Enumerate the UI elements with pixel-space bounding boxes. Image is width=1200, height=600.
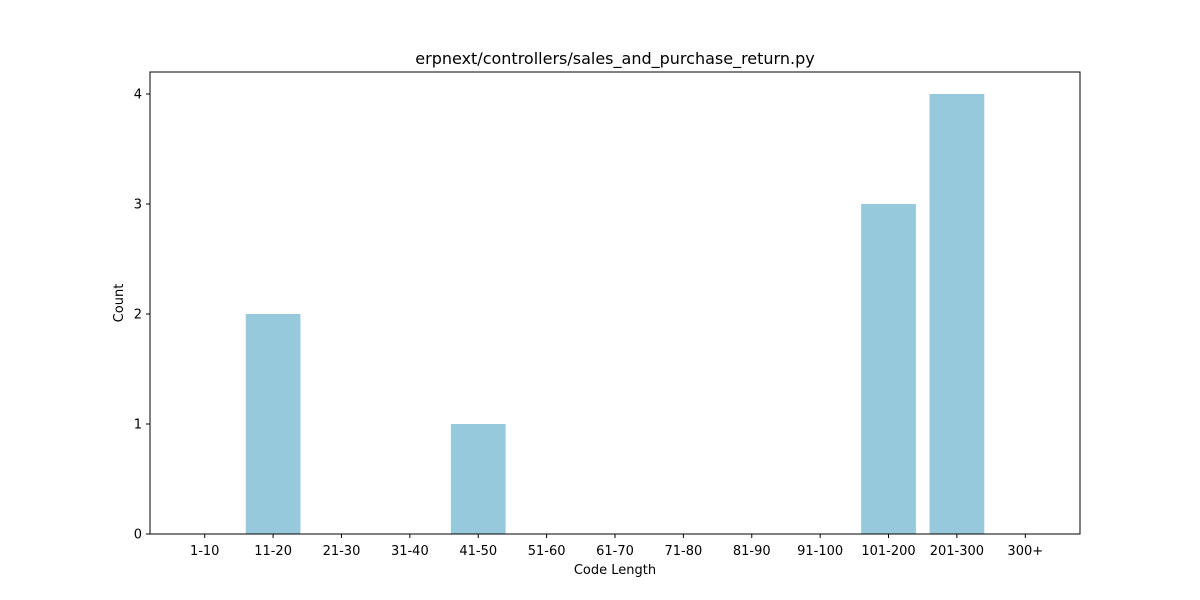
x-tick-label: 61-70 [596, 544, 634, 559]
x-tick-label: 300+ [1007, 544, 1043, 559]
x-tick-label: 41-50 [459, 544, 497, 559]
bar-101-200 [861, 204, 916, 534]
x-tick-label: 91-100 [797, 544, 843, 559]
bar-201-300 [929, 94, 985, 534]
x-tick-label: 31-40 [391, 544, 429, 559]
bars-group [245, 94, 985, 534]
bar-11-20 [245, 314, 301, 534]
x-tick-label: 21-30 [323, 544, 361, 559]
x-tick-label: 101-200 [861, 544, 915, 559]
x-axis-label: Code Length [574, 563, 656, 578]
y-tick-label: 1 [134, 418, 142, 433]
x-tick-label: 1-10 [190, 544, 220, 559]
y-tick-label: 0 [134, 528, 142, 543]
x-tick-label: 71-80 [664, 544, 702, 559]
x-tick-label: 81-90 [733, 544, 771, 559]
y-axis-label: Count [112, 284, 127, 323]
x-tick-label: 201-300 [930, 544, 984, 559]
chart-title: erpnext/controllers/sales_and_purchase_r… [415, 49, 814, 69]
x-axis-ticks: 1-10 11-20 21-30 31-40 41-50 51-60 61-70 71-80 8… [190, 534, 1043, 559]
x-tick-label: 11-20 [254, 544, 292, 559]
y-tick-label: 3 [134, 198, 142, 213]
y-tick-label: 4 [134, 88, 142, 103]
y-axis-ticks: 0 1 2 3 4 [134, 88, 150, 543]
bar-41-50 [450, 424, 506, 534]
y-tick-label: 2 [134, 308, 142, 323]
x-tick-label: 51-60 [528, 544, 566, 559]
